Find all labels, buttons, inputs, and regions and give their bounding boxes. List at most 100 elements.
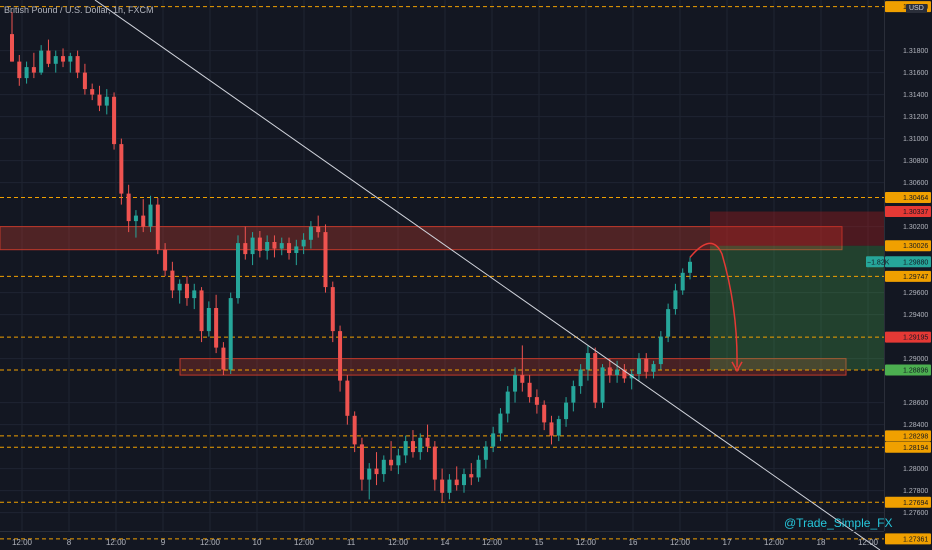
price-tick-label: 1.28000 bbox=[903, 466, 928, 473]
time-tick-label: 12:00 bbox=[294, 538, 315, 547]
candle-body bbox=[403, 441, 408, 456]
candle-body bbox=[82, 72, 87, 90]
time-tick-label: 12:00 bbox=[12, 538, 33, 547]
candle-body bbox=[228, 298, 233, 370]
candle-body bbox=[600, 367, 605, 403]
candle-body bbox=[243, 243, 248, 255]
price-tick-label: 1.31200 bbox=[903, 114, 928, 121]
candle-body bbox=[90, 89, 95, 95]
candle-body bbox=[607, 367, 612, 376]
candle-body bbox=[644, 358, 649, 372]
price-label-text: 1.29880 bbox=[903, 259, 928, 266]
price-label-bg bbox=[885, 240, 931, 252]
price-tick-label: 1.30200 bbox=[903, 224, 928, 231]
price-label-bg bbox=[885, 270, 931, 282]
candle-body bbox=[68, 56, 73, 62]
candle-body bbox=[585, 353, 590, 370]
trendline bbox=[94, 0, 881, 550]
candle-body bbox=[636, 358, 641, 374]
projection-arrow bbox=[689, 242, 738, 368]
resistance-zone bbox=[0, 226, 843, 251]
candle-body bbox=[119, 144, 124, 194]
time-tick-label: 8 bbox=[67, 538, 72, 547]
price-label-bg bbox=[885, 441, 931, 453]
candle-body bbox=[46, 50, 51, 64]
price-label-text: 1.28298 bbox=[903, 433, 928, 440]
price-label-text: 1.27361 bbox=[903, 536, 928, 543]
price-label-bg bbox=[885, 496, 931, 508]
time-tick-label: 16 bbox=[629, 538, 638, 547]
candle-body bbox=[235, 243, 241, 299]
candle-body bbox=[410, 441, 415, 453]
time-tick-label: 18 bbox=[817, 538, 826, 547]
candle-body bbox=[549, 422, 554, 436]
candle-body bbox=[461, 474, 467, 486]
time-axis[interactable]: 12:00 8 12:00 9 12:00 10 12:00 11 12:00 14 12:00 15… bbox=[0, 531, 884, 548]
chart-zones bbox=[0, 211, 884, 376]
candle-body bbox=[265, 242, 270, 251]
price-label: 1.30026 bbox=[885, 240, 931, 252]
time-tick-label: 17 bbox=[723, 538, 732, 547]
candle-body bbox=[505, 391, 510, 414]
candle-body bbox=[542, 404, 547, 423]
candle-body bbox=[112, 96, 117, 145]
price-tick-label: 1.31600 bbox=[903, 70, 928, 77]
price-label-text: 1.30026 bbox=[903, 243, 928, 250]
time-tick-label: 12:00 bbox=[576, 538, 597, 547]
price-label-bg bbox=[885, 256, 931, 268]
price-label-text: 1.30337 bbox=[903, 209, 928, 216]
candle-body bbox=[381, 459, 386, 475]
time-tick-label: 12:00 bbox=[670, 538, 691, 547]
candle-body bbox=[177, 283, 182, 291]
candle-body bbox=[513, 375, 518, 392]
candle-body bbox=[396, 455, 401, 466]
time-tick-label: 12:00 bbox=[388, 538, 409, 547]
candle-body bbox=[352, 415, 357, 445]
price-label-bg bbox=[885, 430, 931, 442]
support-zone bbox=[179, 358, 847, 376]
price-tick-label: 1.29400 bbox=[903, 312, 928, 319]
price-label: 1.29880 −1.82K bbox=[866, 256, 931, 268]
candle-body bbox=[520, 375, 525, 383]
candle-body bbox=[534, 397, 539, 405]
candle-body bbox=[571, 386, 576, 403]
candle-body bbox=[330, 287, 335, 332]
candle-body bbox=[476, 459, 481, 478]
time-tick-label: 9 bbox=[161, 538, 166, 547]
candle-body bbox=[687, 261, 693, 273]
stop-loss-area bbox=[710, 211, 884, 246]
price-label-text: 1.28896 bbox=[903, 368, 928, 375]
candle-body bbox=[673, 290, 678, 310]
candle-body bbox=[104, 96, 109, 106]
price-label: 1.29195 bbox=[885, 331, 931, 343]
candle-body bbox=[170, 270, 175, 291]
watermark: @Trade_Simple_FX bbox=[784, 516, 893, 530]
candle-body bbox=[31, 67, 36, 73]
time-tick-label: 15 bbox=[535, 538, 544, 547]
candle-body bbox=[17, 61, 22, 79]
candle-body bbox=[425, 437, 430, 447]
price-label: 1.30464 bbox=[885, 192, 931, 204]
candle-body bbox=[367, 468, 372, 480]
time-tick-label: 11 bbox=[347, 538, 356, 547]
pnl-badge-bg bbox=[866, 256, 884, 268]
price-tick-label: 1.31400 bbox=[903, 92, 928, 99]
price-label-bg bbox=[885, 331, 931, 343]
candle-body bbox=[578, 369, 583, 387]
candle-body bbox=[257, 237, 262, 251]
candle-body bbox=[214, 308, 219, 348]
candle-body bbox=[491, 433, 496, 447]
candle-body bbox=[498, 413, 503, 434]
price-axis[interactable]: 1.31800 1.31600 1.31400 1.31200 1.31000 1.308… bbox=[866, 0, 932, 550]
candle-body bbox=[527, 382, 532, 398]
price-label-text: 1.30464 bbox=[903, 195, 928, 202]
candle-body bbox=[272, 242, 277, 249]
candle-body bbox=[651, 364, 656, 372]
currency-badge[interactable]: USD bbox=[906, 4, 927, 13]
time-tick-label: 14 bbox=[441, 538, 450, 547]
chart-grid bbox=[0, 0, 884, 531]
candle-body bbox=[141, 215, 146, 227]
candle-body bbox=[658, 336, 663, 365]
candle-body bbox=[61, 56, 66, 62]
